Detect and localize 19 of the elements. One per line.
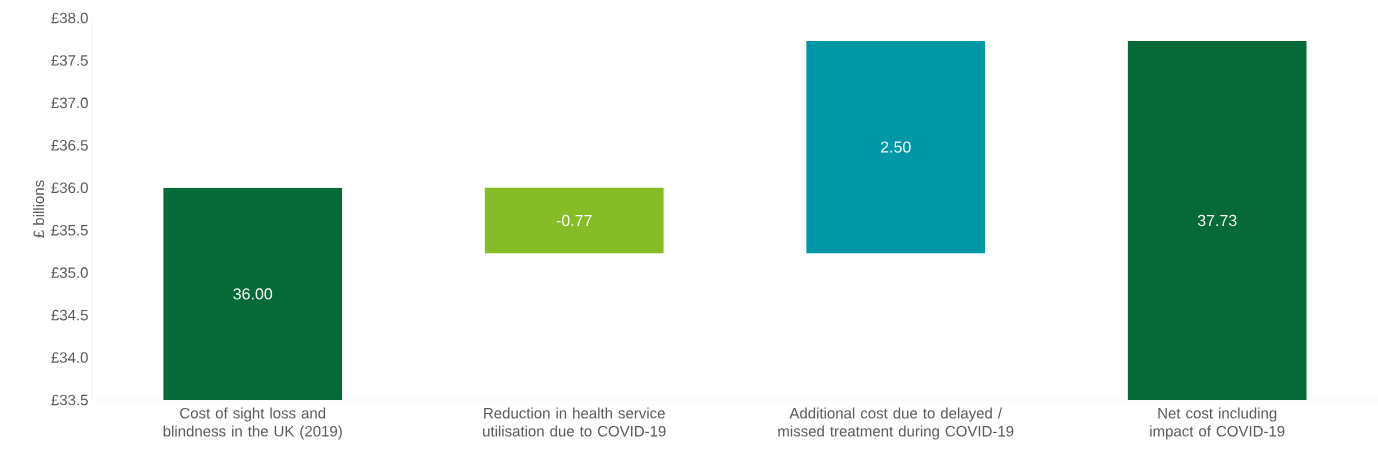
y-tick-label: £38.0 [51,12,88,24]
y-tick-label: £37.5 [51,55,88,66]
x-tick-label: Reduction in health service utilisation due to COVID-19 [483,407,666,437]
y-axis-title: £ billions [33,180,45,238]
x-tick-label: Cost of sight loss and blindness in the UK (2019) [163,407,342,440]
y-tick-label: £35.5 [51,224,88,236]
y-tick-label: £33.5 [51,394,88,406]
y-tick-label: £36.5 [51,140,88,151]
data-label: 37.73 [1197,214,1237,227]
x-tick-label: Additional cost due to delayed / missed treatment during COVID-19 [778,407,1014,440]
data-label: -0.77 [556,214,592,227]
y-tick-label: £34.0 [51,352,88,363]
data-label: 36.00 [233,288,273,300]
y-tick-label: £34.5 [51,309,88,321]
y-tick-label: £36.0 [51,182,88,194]
x-tick-label: Net cost including impact of COVID-19 [1150,407,1285,440]
y-tick-label: £37.0 [51,97,88,109]
y-tick-label: £35.0 [51,267,88,278]
data-label: 2.50 [880,141,911,153]
